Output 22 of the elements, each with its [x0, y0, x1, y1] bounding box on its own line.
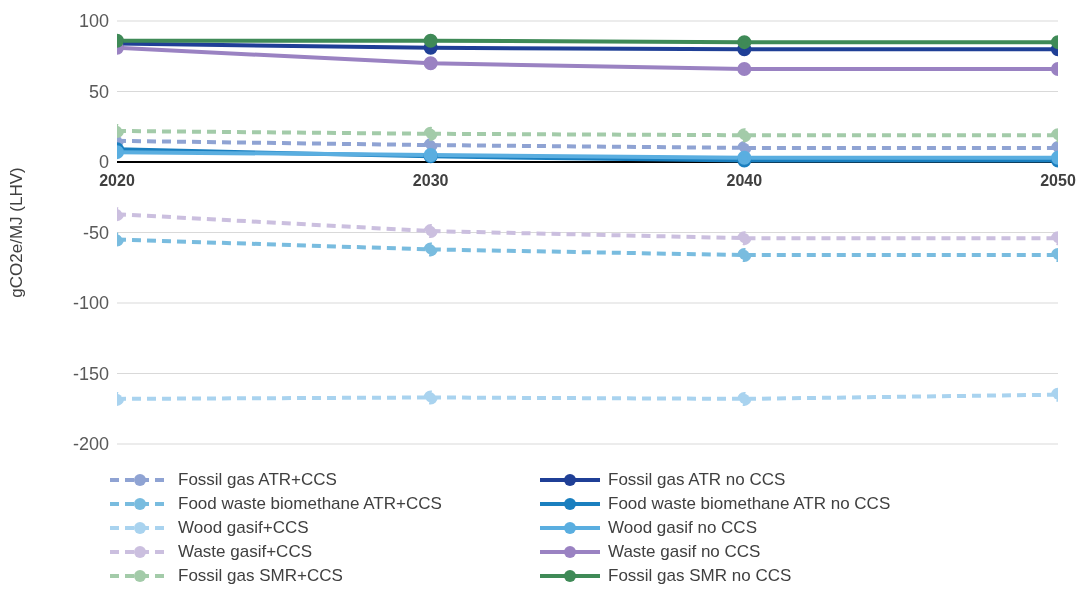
y-tick-label: 0 [98, 152, 109, 173]
x-tick-label: 2030 [412, 172, 449, 189]
y-tick-label: -50 [82, 222, 109, 243]
legend-label: Waste gasif+CCS [178, 542, 312, 562]
y-tick-label: -150 [72, 363, 109, 384]
legend-label: Fossil gas ATR+CCS [178, 470, 337, 490]
legend-label: Food waste biomethane ATR no CCS [608, 494, 891, 514]
legend-label: Fossil gas SMR no CCS [608, 566, 792, 586]
legend-label: Fossil gas ATR no CCS [608, 470, 786, 490]
y-axis-title: gCO2e/MJ (LHV) [7, 167, 27, 298]
x-tick-label: 2040 [726, 172, 763, 189]
y-tick-label: 50 [88, 81, 109, 102]
x-tick-label: 2020 [99, 172, 135, 189]
legend-label: Waste gasif no CCS [608, 542, 761, 562]
legend-label: Fossil gas SMR+CCS [178, 566, 343, 586]
y-tick-label: -100 [72, 293, 109, 314]
y-tick-label: 100 [78, 11, 109, 32]
legend-label: Wood gasif+CCS [178, 518, 309, 538]
y-tick-label: -200 [72, 434, 109, 455]
legend-label: Food waste biomethane ATR+CCS [178, 494, 442, 514]
x-tick-label: 2050 [1040, 172, 1076, 189]
legend-label: Wood gasif no CCS [608, 518, 757, 538]
